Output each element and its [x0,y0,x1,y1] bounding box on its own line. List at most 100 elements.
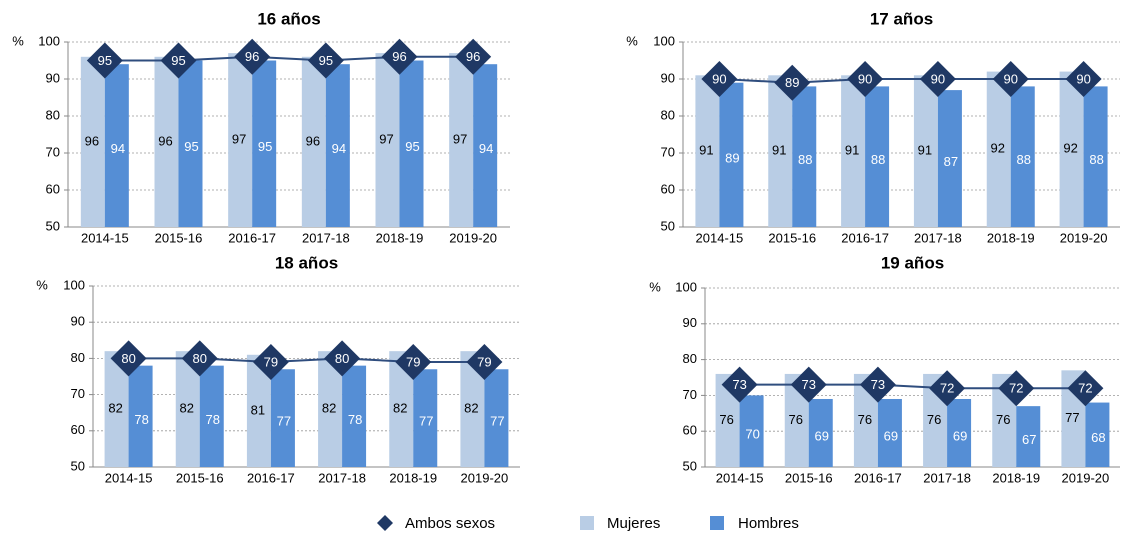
y-tick-label: 70 [71,386,85,401]
x-tick-label: 2017-18 [318,470,366,485]
bar [947,398,972,467]
bar [695,75,720,227]
line-value-label: 72 [1009,381,1023,396]
x-tick-label: 2019-20 [1060,230,1108,245]
chart-title: 17 años [870,9,933,28]
line-value-label: 90 [1076,71,1090,86]
bar-value-label: 88 [1017,152,1031,167]
x-tick-label: 2015-16 [155,230,203,245]
y-tick-label: 80 [661,107,675,122]
y-axis-label: % [36,277,48,292]
bar-value-label: 77 [419,414,433,429]
y-tick-label: 90 [661,70,675,85]
bar [252,60,277,227]
diamond-marker [86,42,123,79]
diamond-marker [992,61,1029,97]
bar [154,56,179,227]
y-tick-label: 60 [46,181,60,196]
bar [449,53,474,227]
bar [484,369,509,467]
y-tick-label: 60 [683,423,697,438]
legend-label: Mujeres [607,515,660,532]
x-tick-label: 2016-17 [841,230,889,245]
diamond-marker [455,38,492,75]
bar-value-label: 88 [871,152,885,167]
bar-value-label: 76 [789,412,803,427]
bar [808,398,833,467]
x-tick-label: 2019-20 [449,230,497,245]
bar [399,60,424,227]
bar-value-label: 76 [927,412,941,427]
chart-title: 18 años [275,253,338,272]
bar-value-label: 67 [1022,432,1036,447]
diamond-marker [324,340,361,377]
bar-value-label: 76 [996,412,1010,427]
line-value-label: 90 [858,71,872,86]
x-tick-label: 2019-20 [461,470,509,485]
diamond-marker [919,61,956,97]
bar-value-label: 96 [158,133,172,148]
line-value-label: 90 [931,71,945,86]
bar [228,53,253,227]
bar-value-label: 94 [332,141,346,156]
line-value-label: 96 [392,49,406,64]
bar-value-label: 95 [184,139,198,154]
x-tick-label: 2019-20 [1062,470,1110,485]
bar-value-label: 97 [232,131,246,146]
bar [792,86,817,228]
line-value-label: 72 [1078,381,1092,396]
bar [413,369,438,467]
y-tick-label: 50 [683,458,697,473]
y-tick-label: 100 [653,33,675,48]
x-tick-label: 2014-15 [716,470,764,485]
y-tick-label: 80 [683,351,697,366]
legend-marker [377,515,393,531]
bar-value-label: 81 [251,402,265,417]
line-value-label: 80 [335,351,349,366]
bar-value-label: 77 [277,414,291,429]
line-value-label: 89 [785,75,799,90]
bar [104,64,129,227]
bar-value-label: 91 [918,143,932,158]
x-tick-label: 2014-15 [105,470,153,485]
line-value-label: 80 [193,351,207,366]
bar-value-label: 69 [884,428,898,443]
diamond-marker [859,366,896,403]
bar-value-label: 91 [845,143,859,158]
bar-value-label: 96 [306,133,320,148]
bar-value-label: 97 [453,131,467,146]
bar-value-label: 78 [348,412,362,427]
bar [1085,402,1110,467]
bar [937,90,962,227]
y-tick-label: 80 [71,350,85,365]
bar-value-label: 82 [108,401,122,416]
x-tick-label: 2017-18 [923,470,971,485]
x-tick-label: 2018-19 [389,470,437,485]
line-value-label: 90 [712,71,726,86]
bar [270,369,295,467]
y-tick-label: 60 [661,181,675,196]
line-value-label: 90 [1004,71,1018,86]
line-value-label: 96 [466,49,480,64]
bar-value-label: 70 [745,427,759,442]
bar-value-label: 92 [991,141,1005,156]
x-tick-label: 2016-17 [854,470,902,485]
bar-value-label: 77 [1065,410,1079,425]
line-value-label: 79 [406,354,420,369]
bar [1010,86,1035,228]
bar-value-label: 92 [1063,141,1077,156]
x-tick-label: 2016-17 [228,230,276,245]
bar-value-label: 88 [1089,152,1103,167]
bar-value-label: 78 [134,412,148,427]
y-tick-label: 100 [675,279,697,294]
bar-value-label: 91 [699,143,713,158]
x-tick-label: 2015-16 [768,230,816,245]
line-value-label: 79 [264,354,278,369]
y-tick-label: 90 [683,315,697,330]
line-value-label: 72 [940,381,954,396]
bar-value-label: 82 [322,401,336,416]
diamond-marker [721,366,758,403]
bar-value-label: 97 [379,131,393,146]
y-tick-label: 70 [46,144,60,159]
